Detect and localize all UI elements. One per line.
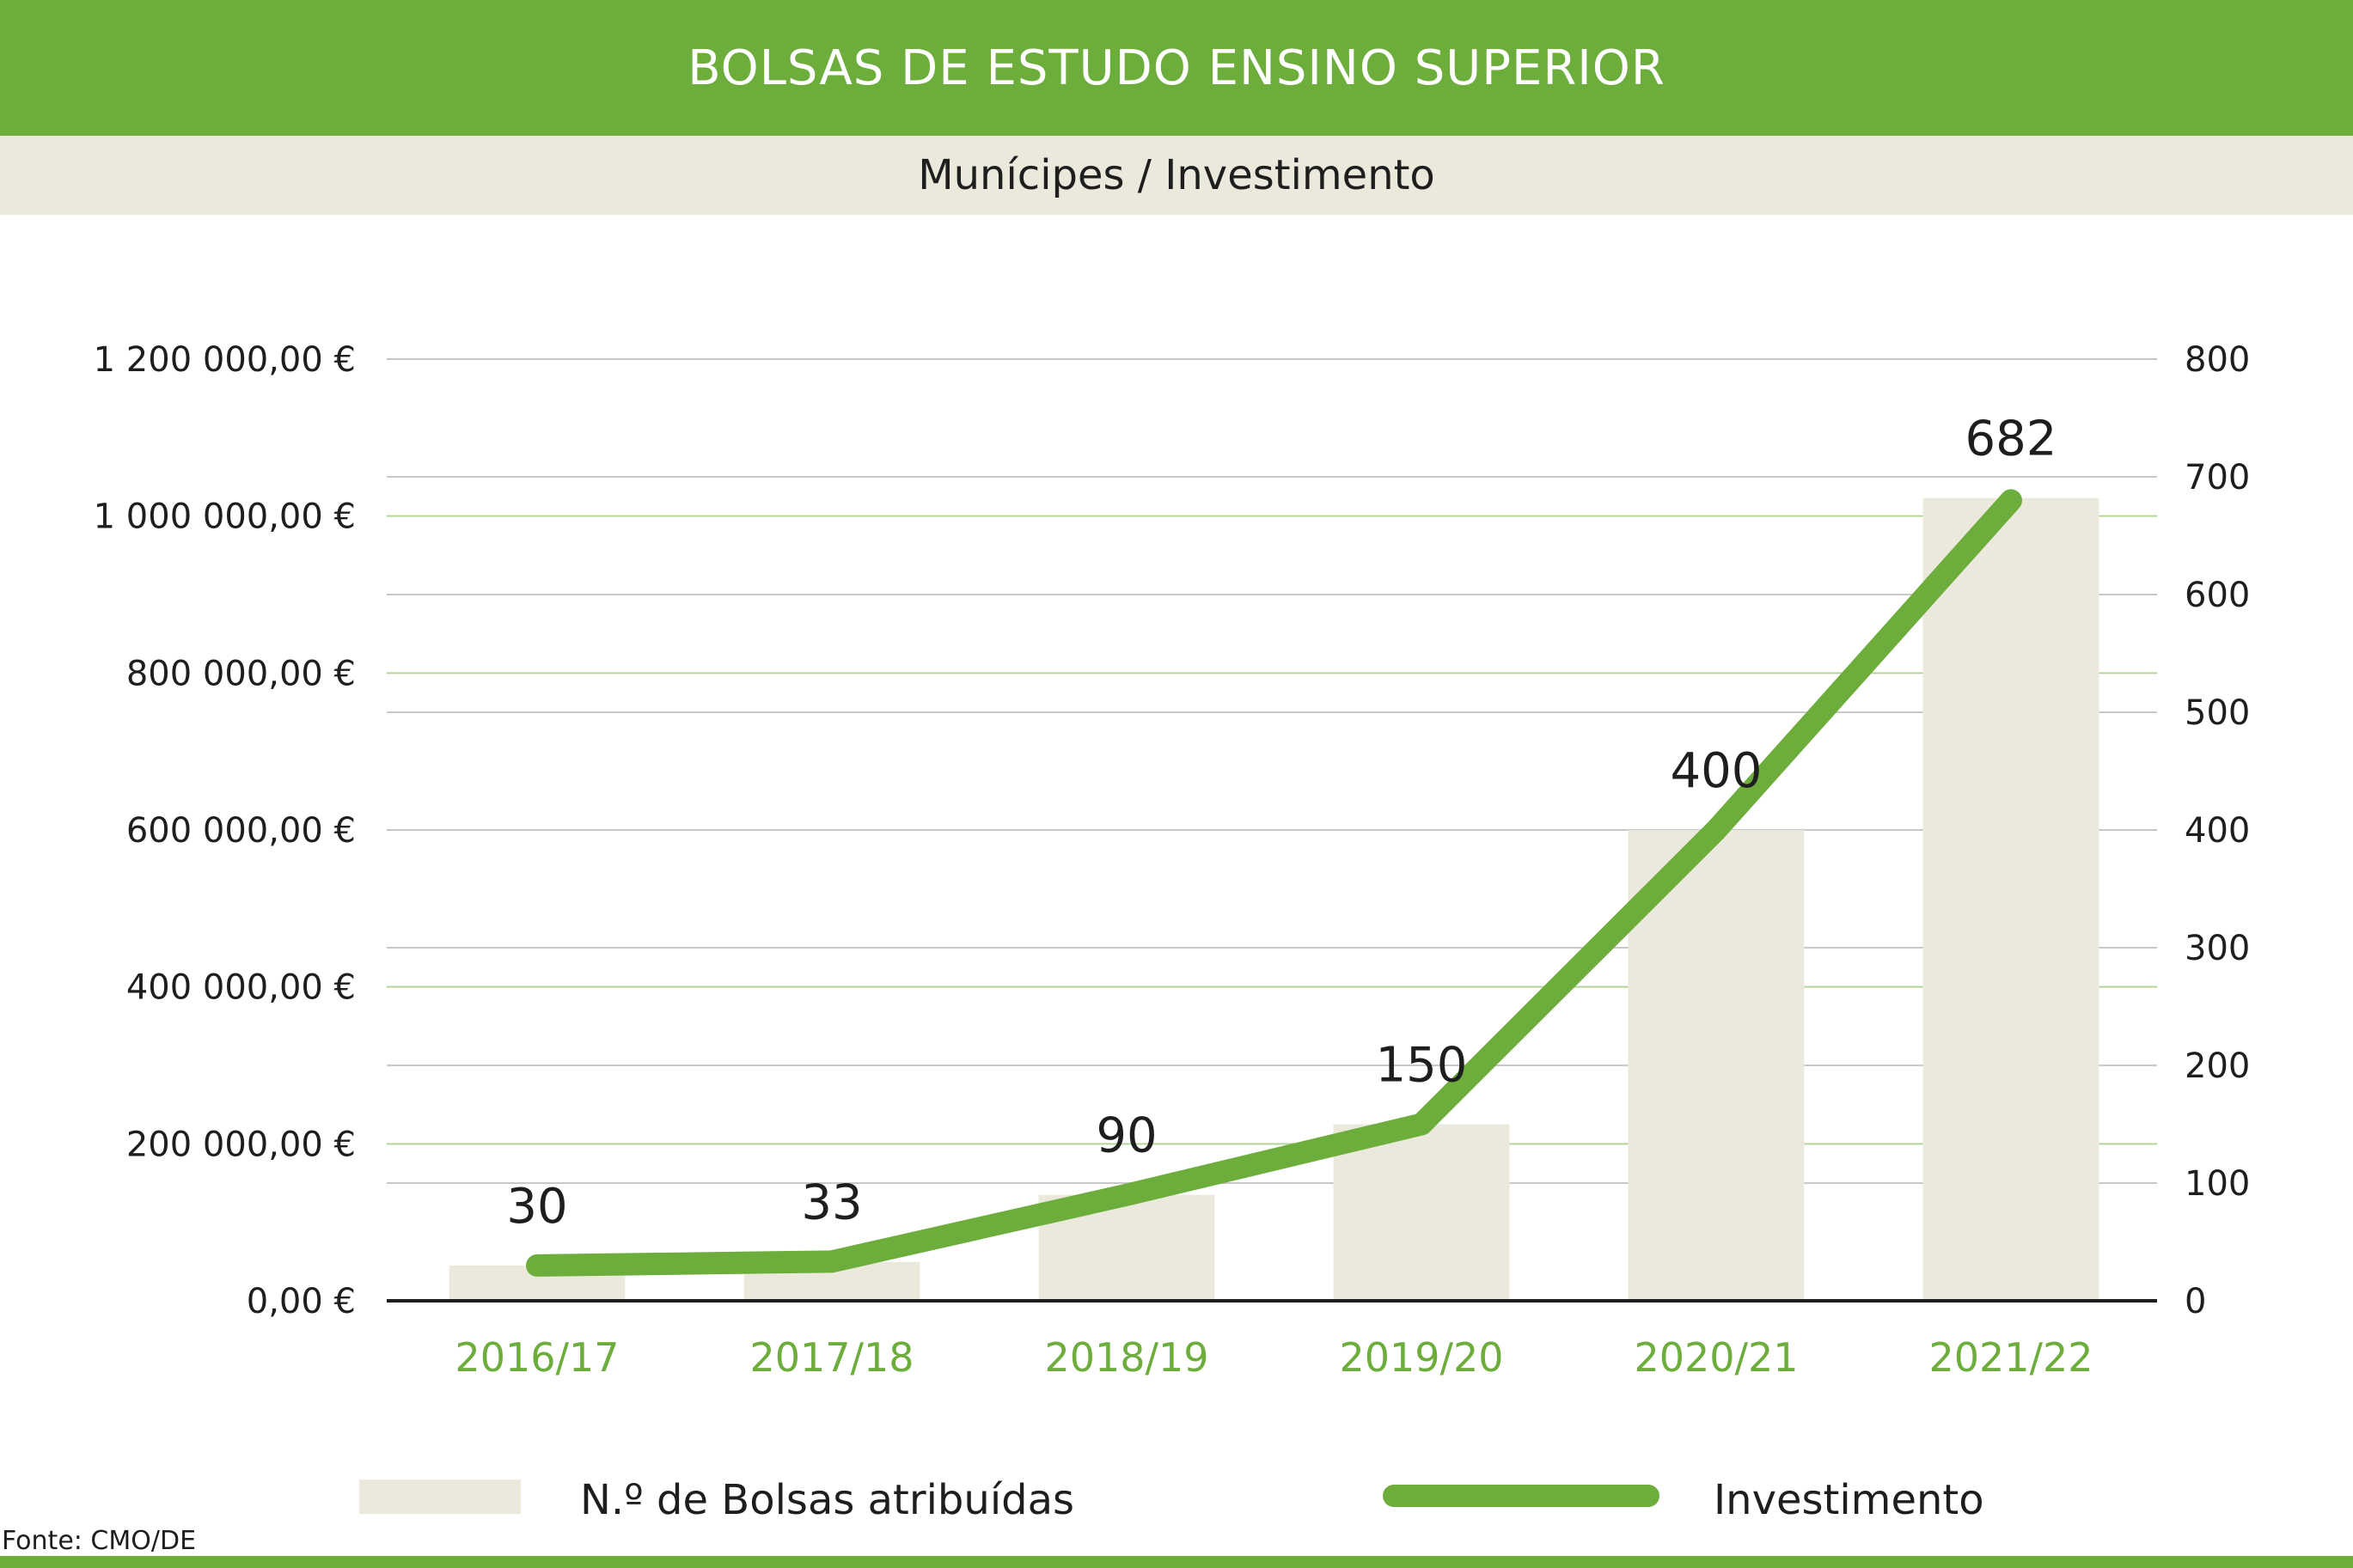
legend-bar-swatch [359, 1480, 521, 1514]
chart-subtitle: Munícipes / Investimento [918, 151, 1435, 199]
tick-labels: 0,00 € 200 000,00 € 400 000,00 € 600 000,00… [94, 340, 2251, 1381]
chart-title: BOLSAS DE ESTUDO ENSINO SUPERIOR [688, 40, 1665, 96]
y-right-tick-label: 400 [2185, 811, 2250, 851]
y-right-tick-label: 100 [2185, 1164, 2250, 1204]
x-tick-label: 2021/22 [1928, 1334, 2093, 1381]
y-right-tick-label: 700 [2185, 458, 2250, 497]
x-tick-label: 2016/17 [455, 1334, 619, 1381]
y-right-tick-label: 600 [2185, 576, 2250, 615]
y-left-tick-label: 1 000 000,00 € [94, 497, 356, 537]
grid-lines [387, 358, 2157, 1184]
y-left-tick-label: 1 200 000,00 € [94, 340, 356, 380]
legend: N.º de Bolsas atribuídas Investimento [359, 1476, 1984, 1524]
x-tick-label: 2018/19 [1044, 1334, 1208, 1381]
bar [1628, 830, 1805, 1301]
y-right-tick-label: 0 [2185, 1282, 2206, 1321]
legend-line-label: Investimento [1714, 1476, 1984, 1524]
bar-value-label: 30 [506, 1179, 567, 1235]
investment-line [526, 489, 2022, 1277]
data-labels: 30 33 90 150 400 682 [506, 412, 2057, 1235]
bar [1333, 1124, 1510, 1301]
source-note: Fonte: CMO/DE [2, 1526, 197, 1556]
subtitle-bar: Munícipes / Investimento [0, 136, 2353, 215]
y-right-tick-label: 200 [2185, 1046, 2250, 1086]
bar-value-label: 400 [1671, 743, 1763, 799]
bar [1922, 497, 2099, 1301]
bar-value-label: 90 [1096, 1108, 1157, 1164]
y-left-tick-label: 600 000,00 € [126, 811, 356, 851]
bar-value-label: 33 [801, 1174, 862, 1230]
legend-bar-label: N.º de Bolsas atribuídas [580, 1476, 1074, 1524]
y-left-tick-label: 800 000,00 € [126, 654, 356, 693]
y-right-tick-label: 800 [2185, 340, 2250, 380]
y-left-tick-label: 200 000,00 € [126, 1125, 356, 1164]
y-right-tick-label: 500 [2185, 693, 2250, 733]
bars [449, 497, 2099, 1301]
y-left-tick-label: 0,00 € [247, 1282, 356, 1321]
title-bar: BOLSAS DE ESTUDO ENSINO SUPERIOR [0, 0, 2353, 136]
y-right-tick-label: 300 [2185, 929, 2250, 968]
y-left-tick-label: 400 000,00 € [126, 968, 356, 1008]
bar-value-label: 150 [1376, 1038, 1468, 1094]
bottom-rule [0, 1556, 2353, 1568]
x-tick-label: 2019/20 [1339, 1334, 1503, 1381]
x-tick-label: 2020/21 [1634, 1334, 1798, 1381]
x-tick-label: 2017/18 [749, 1334, 914, 1381]
bar-value-label: 682 [1965, 412, 2057, 467]
investment-line-path [526, 489, 2022, 1277]
